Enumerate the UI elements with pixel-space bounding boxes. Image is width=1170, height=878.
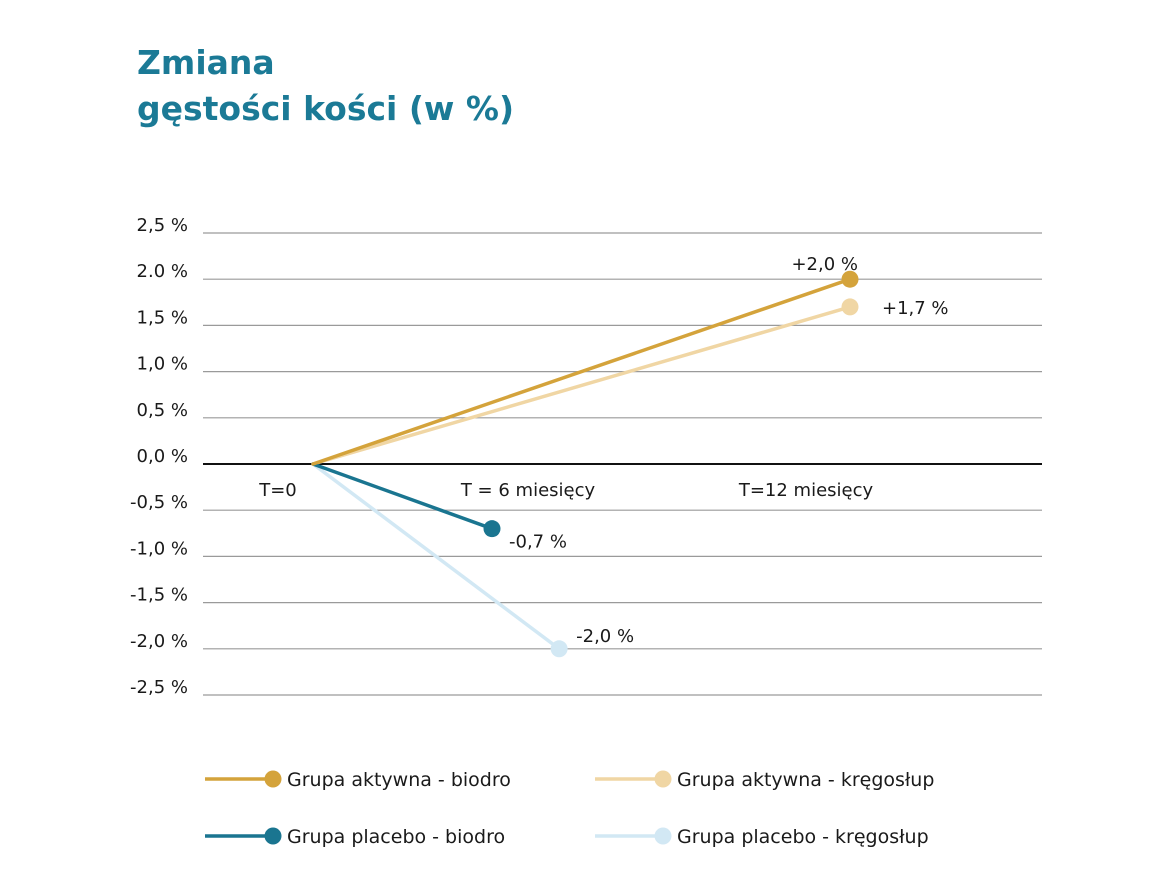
- x-category-label: T=0: [258, 480, 297, 501]
- series-endpoint-marker: [550, 640, 568, 658]
- legend-label: Grupa aktywna - kręgosłup: [677, 769, 934, 791]
- series-line: [311, 277, 852, 466]
- series: [311, 270, 859, 658]
- x-category-label: T = 6 miesięcy: [460, 480, 596, 501]
- data-label: +2,0 %: [791, 254, 858, 275]
- y-tick-label: -1,0 %: [130, 538, 188, 559]
- series-line: [311, 462, 561, 651]
- series-endpoint-marker: [483, 520, 501, 538]
- y-tick-label: 2.0 %: [137, 261, 188, 282]
- y-tick-label: -2,5 %: [130, 677, 188, 698]
- y-tick-label: 2,5 %: [137, 215, 188, 236]
- legend-item: Grupa aktywna - kręgosłup: [595, 769, 934, 791]
- series-line: [311, 305, 852, 466]
- series-line: [311, 462, 494, 531]
- y-tick-label: 1,5 %: [137, 307, 188, 328]
- legend-label: Grupa placebo - biodro: [287, 826, 505, 848]
- series-endpoint-marker: [841, 270, 859, 288]
- legend-swatch-marker: [264, 827, 282, 845]
- y-tick-label: -2,0 %: [130, 631, 188, 652]
- y-axis-ticks: 2,5 % 2.0 % 1,5 % 1,0 % 0,5 % 0,0 % -0,5 % -1,0…: [130, 215, 188, 698]
- legend-label: Grupa placebo - kręgosłup: [677, 826, 929, 848]
- legend-item: Grupa placebo - kręgosłup: [595, 826, 929, 848]
- y-tick-label: -0,5 %: [130, 492, 188, 513]
- chart-title-line2: gęstości kości (w %): [137, 89, 515, 128]
- data-label: -2,0 %: [576, 626, 634, 647]
- chart-title: Zmiana gęstości kości (w %): [137, 40, 514, 132]
- series-endpoint-marker: [841, 298, 859, 316]
- legend-swatch-marker: [264, 770, 282, 788]
- legend: Grupa aktywna - biodro Grupa aktywna - kr…: [205, 769, 934, 848]
- grid: [203, 232, 1042, 696]
- y-tick-label: 0,0 %: [137, 446, 188, 467]
- legend-label: Grupa aktywna - biodro: [287, 769, 511, 791]
- x-category-label: T=12 miesięcy: [738, 480, 874, 501]
- data-label: +1,7 %: [882, 298, 949, 319]
- legend-item: Grupa aktywna - biodro: [205, 769, 511, 791]
- y-tick-label: 0,5 %: [137, 400, 188, 421]
- y-tick-label: 1,0 %: [137, 354, 188, 375]
- legend-swatch-marker: [654, 770, 672, 788]
- data-label: -0,7 %: [509, 532, 567, 553]
- x-axis-categories: T=0 T = 6 miesięcy T=12 miesięcy: [258, 480, 873, 501]
- chart-title-line1: Zmiana: [137, 43, 275, 82]
- y-tick-label: -1,5 %: [130, 585, 188, 606]
- legend-item: Grupa placebo - biodro: [205, 826, 505, 848]
- legend-swatch-marker: [654, 827, 672, 845]
- data-labels: -2,0 % +1,7 % -0,7 % +2,0 %: [509, 254, 949, 647]
